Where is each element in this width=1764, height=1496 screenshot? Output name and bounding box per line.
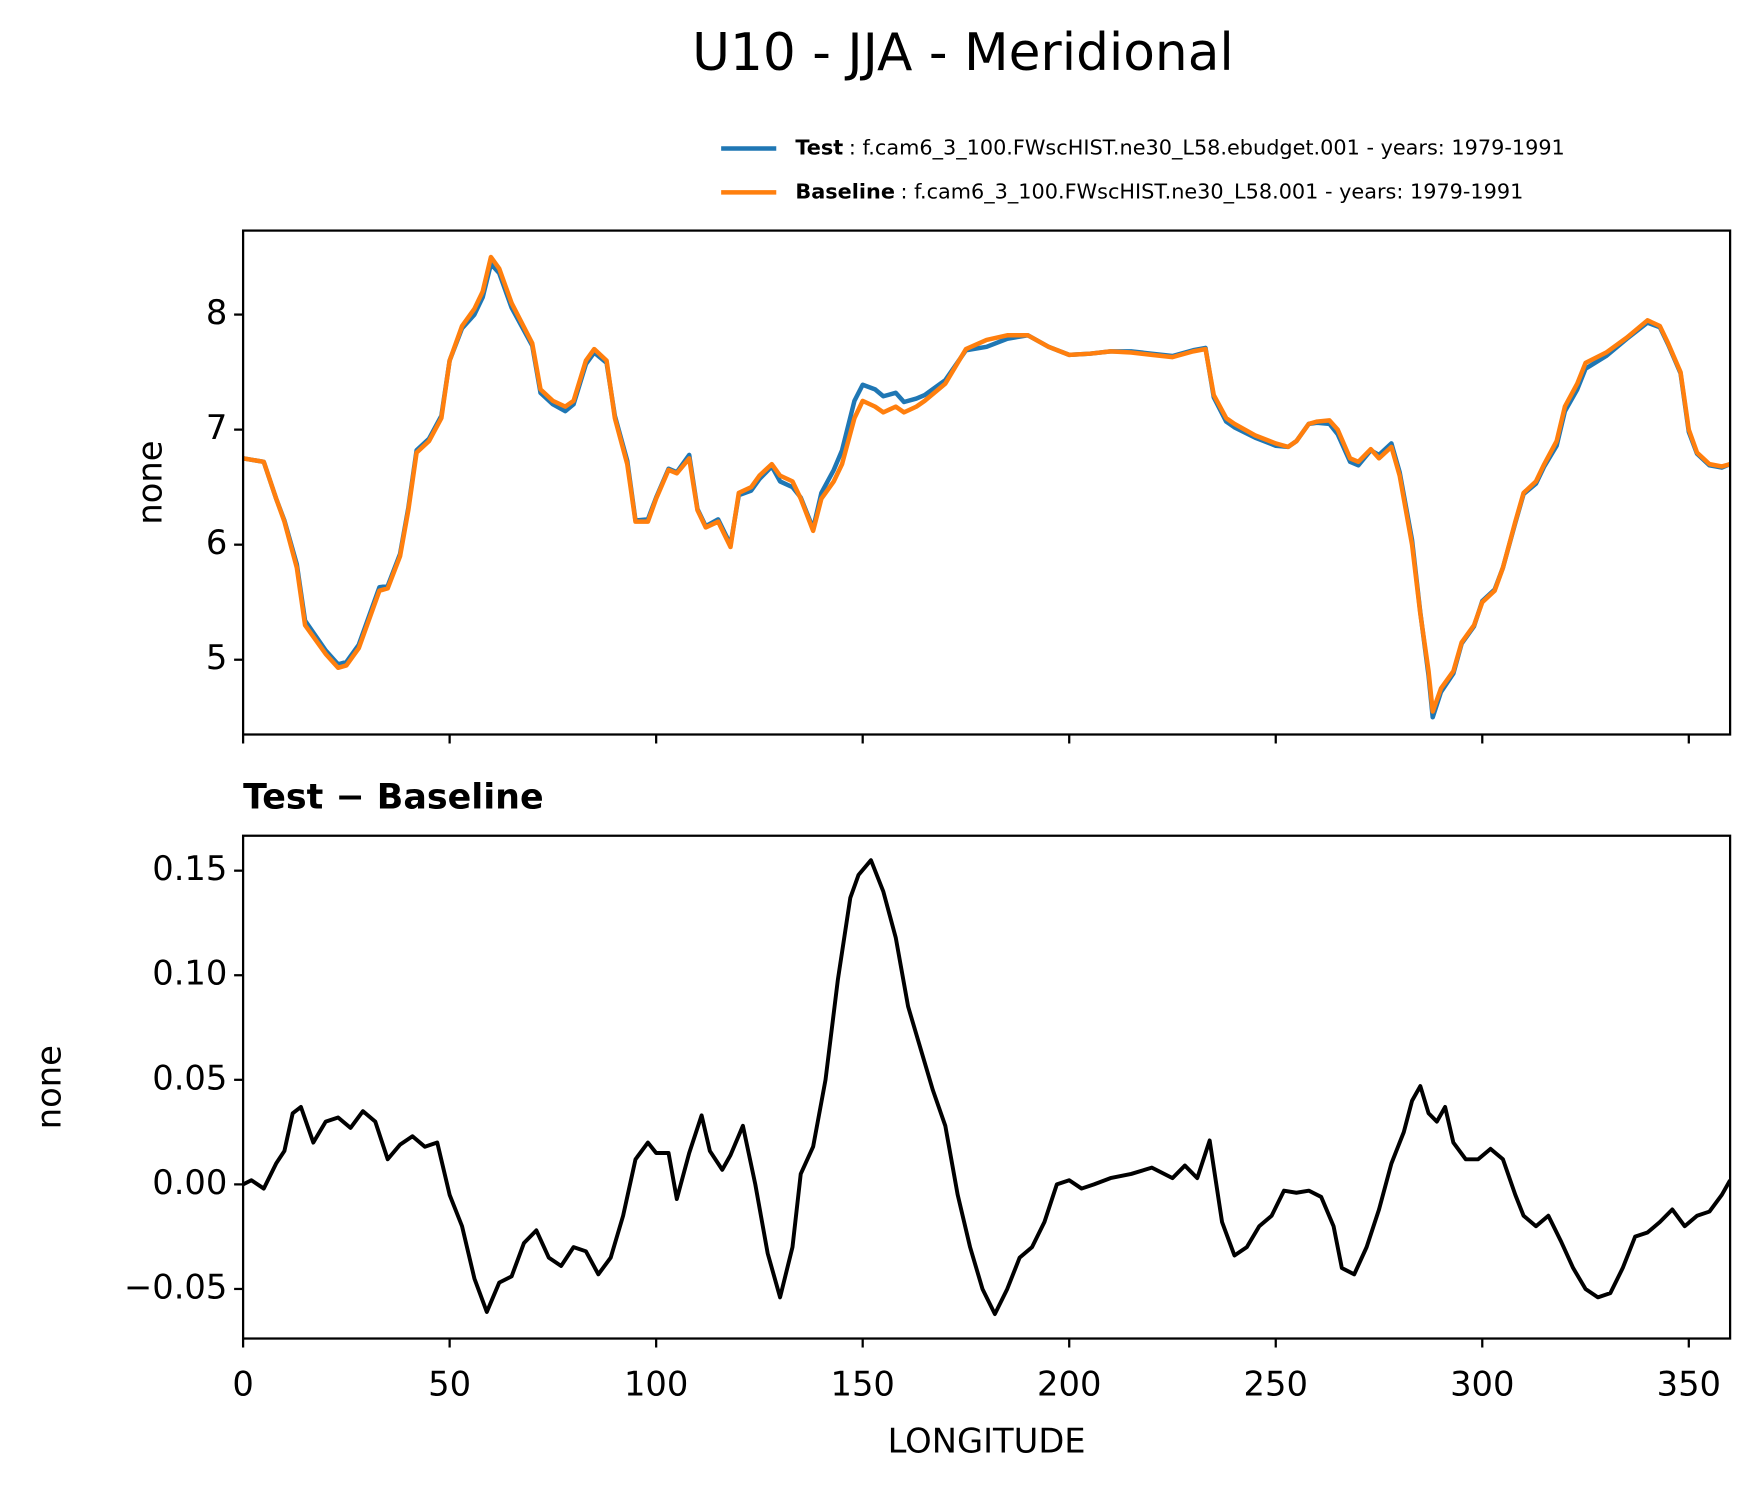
series-line xyxy=(243,254,1731,714)
y-tick-label: 8 xyxy=(206,293,227,332)
y-tick-label: 0.10 xyxy=(152,954,227,993)
plot-lines xyxy=(243,254,1731,720)
y-axis-label: none xyxy=(29,1045,68,1129)
plot-area xyxy=(243,858,1731,1317)
x-tick-label: 200 xyxy=(1037,1364,1101,1403)
x-tick-label: 350 xyxy=(1657,1364,1721,1403)
x-tick-label: 50 xyxy=(428,1364,471,1403)
y-tick-label: 0.00 xyxy=(152,1163,227,1202)
y-tick-label: 5 xyxy=(206,638,227,677)
x-axis-label: LONGITUDE xyxy=(888,1422,1086,1461)
series-line xyxy=(243,858,1731,1317)
legend-entry: Baseline: f.cam6_3_100.FWscHIST.ne30_L58… xyxy=(795,179,1523,203)
plot-lines xyxy=(243,858,1731,1317)
legend-name: Baseline xyxy=(795,179,895,203)
x-tick-label: 250 xyxy=(1244,1364,1308,1403)
figure-title: U10 - JJA - Meridional xyxy=(692,23,1234,83)
axes-title: Test − Baseline xyxy=(243,778,544,818)
y-tick-label: −0.05 xyxy=(124,1267,227,1306)
y-tick-label: 6 xyxy=(206,523,227,562)
legend-name: Test xyxy=(795,135,843,159)
axes-frame xyxy=(241,834,1732,1340)
x-tick-label: 300 xyxy=(1450,1364,1514,1403)
y-axis-label: none xyxy=(130,440,169,524)
x-tick-label: 0 xyxy=(232,1364,253,1403)
x-tick-label: 100 xyxy=(624,1364,688,1403)
y-tick-label: 7 xyxy=(206,408,227,447)
y-tick-label: 0.05 xyxy=(152,1058,227,1097)
series-line xyxy=(243,261,1731,720)
axes-frame xyxy=(241,229,1732,736)
plot-area xyxy=(243,254,1731,720)
y-tick-label: 0.15 xyxy=(152,849,227,888)
legend-description: : f.cam6_3_100.FWscHIST.ne30_L58.ebudget… xyxy=(849,135,1565,159)
legend-description: : f.cam6_3_100.FWscHIST.ne30_L58.001 - y… xyxy=(901,179,1524,203)
legend-entry: Test: f.cam6_3_100.FWscHIST.ne30_L58.ebu… xyxy=(795,135,1564,159)
x-tick-label: 150 xyxy=(830,1364,894,1403)
